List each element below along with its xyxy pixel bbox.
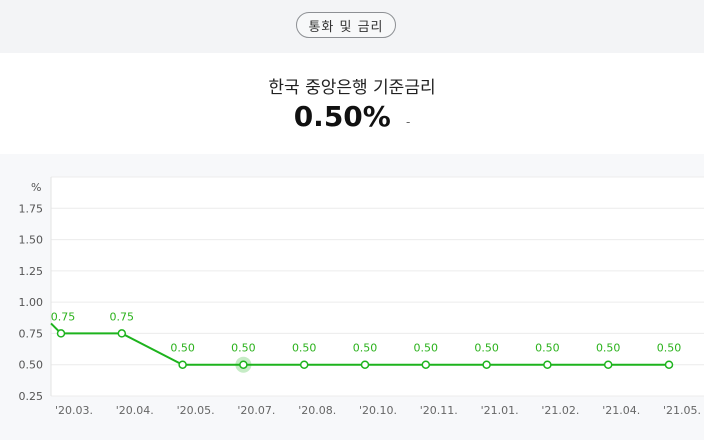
data-point[interactable]	[664, 360, 674, 369]
x-tick-label: '20.11.	[420, 404, 458, 417]
data-label: 0.50	[657, 342, 682, 355]
y-tick-label: 1.00	[19, 296, 44, 309]
data-label: 0.50	[474, 342, 499, 355]
rate-change: -	[405, 114, 411, 129]
x-tick-label: '21.02.	[541, 404, 579, 417]
data-point[interactable]	[299, 360, 309, 369]
data-label: 0.75	[51, 310, 76, 323]
y-axis: % 0.25 0.50 0.75 1.00 1.25 1.50 1.75	[19, 181, 44, 403]
top-bar: 통화 및 금리	[0, 0, 704, 53]
data-point[interactable]	[360, 360, 370, 369]
data-point[interactable]	[603, 360, 613, 369]
data-point[interactable]	[421, 360, 431, 369]
y-tick-label: 0.75	[19, 327, 44, 340]
x-axis: '20.03. '20.04. '20.05. '20.07. '20.08. '20.1…	[55, 404, 701, 417]
series-line-group: 0.75 0.75 0.50 0.50 0.50 0.50 0.50 0.50 0.50 0.50…	[50, 310, 682, 373]
x-tick-label: '20.08.	[298, 404, 336, 417]
x-tick-label: '21.01.	[481, 404, 519, 417]
y-tick-label: 0.50	[19, 359, 44, 372]
y-tick-label: 1.25	[19, 265, 44, 278]
y-tick-label: 1.50	[19, 234, 44, 247]
x-tick-label: '21.05.	[663, 404, 701, 417]
y-tick-label: 1.75	[19, 202, 44, 215]
data-point[interactable]	[117, 329, 127, 338]
data-label: 0.50	[231, 342, 256, 355]
x-tick-label: '20.03.	[55, 404, 93, 417]
rate-title: 한국 중앙은행 기준금리	[268, 78, 436, 98]
plot-area	[51, 177, 704, 396]
data-label: 0.50	[596, 342, 621, 355]
data-label: 0.75	[110, 310, 135, 323]
data-label: 0.50	[353, 342, 378, 355]
x-tick-label: '20.05.	[177, 404, 215, 417]
data-point[interactable]	[482, 360, 491, 369]
data-point[interactable]	[239, 360, 248, 369]
rate-row: 0.50% -	[0, 100, 704, 133]
data-point[interactable]	[56, 329, 66, 338]
x-tick-label: '20.10.	[359, 404, 397, 417]
rate-value: 0.50%	[293, 100, 391, 133]
x-tick-label: '21.04.	[602, 404, 640, 417]
data-label: 0.50	[535, 342, 560, 355]
rate-summary-card: 한국 중앙은행 기준금리 0.50% -	[0, 53, 704, 154]
data-label: 0.50	[170, 342, 195, 355]
data-label: 0.50	[292, 342, 317, 355]
category-pill-button[interactable]: 통화 및 금리	[296, 12, 396, 38]
x-tick-label: '20.07.	[237, 404, 275, 417]
series-line	[50, 322, 669, 366]
y-unit-label: %	[31, 181, 41, 194]
data-label: 0.50	[414, 342, 439, 355]
data-point[interactable]	[178, 360, 187, 369]
x-tick-label: '20.04.	[116, 404, 154, 417]
data-point[interactable]	[543, 360, 552, 369]
y-tick-label: 0.25	[19, 390, 44, 403]
